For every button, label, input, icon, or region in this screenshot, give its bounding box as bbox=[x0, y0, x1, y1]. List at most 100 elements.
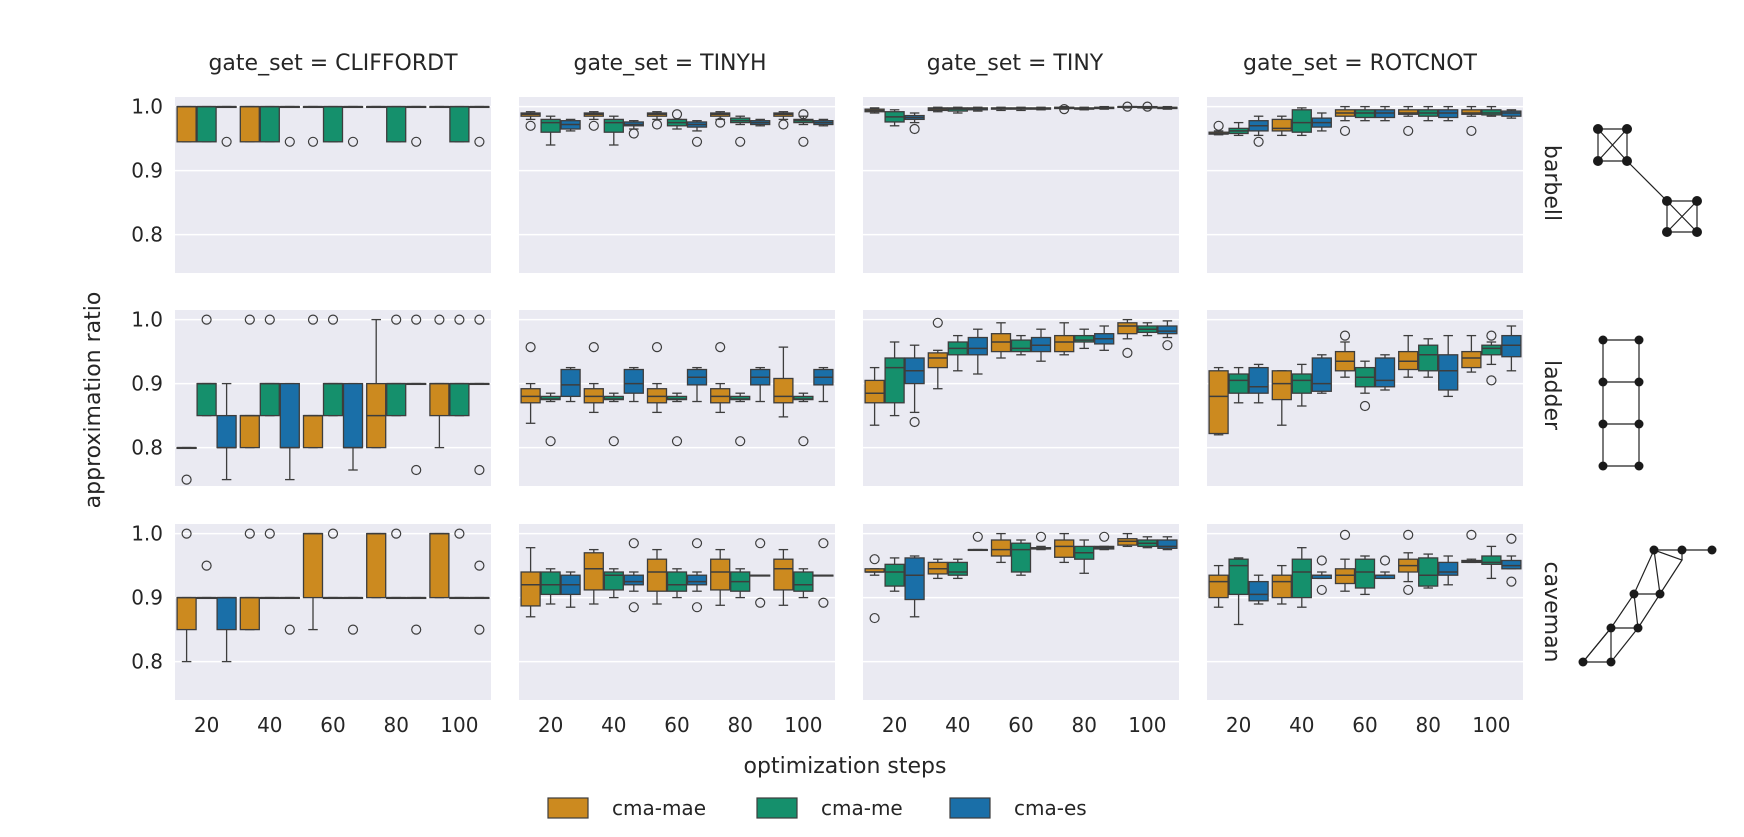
box-iqr bbox=[1117, 322, 1138, 335]
outlier-point bbox=[201, 314, 212, 325]
box-cma-es-80 bbox=[406, 105, 427, 147]
box-iqr bbox=[302, 414, 324, 449]
box-cma-es-20 bbox=[1248, 574, 1269, 605]
box-cma-me-100 bbox=[793, 392, 814, 447]
box-cma-es-100 bbox=[1157, 536, 1178, 551]
box-iqr bbox=[947, 561, 968, 576]
x-tick-label: 80 bbox=[727, 713, 752, 737]
box-iqr bbox=[1157, 325, 1178, 335]
outlier-point bbox=[651, 342, 663, 353]
box-iqr bbox=[560, 368, 581, 398]
x-tick-label: 60 bbox=[664, 713, 689, 737]
outlier-point bbox=[327, 528, 339, 539]
box-cma-me-100 bbox=[1137, 101, 1158, 112]
row-title-caveman: caveman bbox=[1539, 562, 1564, 663]
outlier-point bbox=[1059, 104, 1070, 115]
box-cma-mae-20 bbox=[864, 107, 885, 114]
column-title-cliffordt: gate_set = CLIFFORDT bbox=[208, 51, 458, 76]
outlier-point bbox=[454, 314, 465, 325]
box-iqr bbox=[176, 596, 197, 631]
box-cma-es-80 bbox=[1094, 531, 1115, 551]
y-tick-label: 0.9 bbox=[131, 372, 163, 396]
box-cma-mae-100 bbox=[1461, 105, 1482, 137]
box-cma-mae-60 bbox=[1334, 330, 1356, 378]
outlier-point bbox=[181, 528, 192, 539]
row-title-barbell: barbell bbox=[1539, 145, 1564, 221]
box-iqr bbox=[1054, 334, 1075, 353]
box-cma-es-80 bbox=[1094, 325, 1115, 351]
outlier-point bbox=[1142, 101, 1153, 112]
box-cma-me-20 bbox=[540, 392, 561, 447]
outlier-point bbox=[869, 554, 880, 565]
box-cma-me-40 bbox=[259, 314, 280, 417]
box-cma-es-100 bbox=[813, 366, 834, 403]
outlier-point bbox=[284, 624, 295, 635]
facet-panel-1-2 bbox=[863, 310, 1179, 486]
box-cma-mae-20 bbox=[520, 111, 541, 131]
box-cma-mae-40 bbox=[239, 314, 260, 449]
box-cma-me-100 bbox=[793, 568, 814, 599]
y-tick-label: 1.0 bbox=[131, 308, 163, 332]
box-cma-mae-40 bbox=[927, 106, 948, 113]
box-cma-me-80 bbox=[1074, 106, 1095, 111]
box-iqr bbox=[1074, 334, 1095, 343]
box-cma-mae-100 bbox=[1461, 529, 1482, 564]
box-cma-es-100 bbox=[1501, 533, 1522, 587]
box-iqr bbox=[1010, 339, 1032, 353]
x-tick-label: 20 bbox=[1226, 713, 1251, 737]
box-cma-mae-80 bbox=[1398, 105, 1419, 137]
box-iqr bbox=[1157, 539, 1178, 549]
outlier-point bbox=[972, 531, 983, 542]
outlier-point bbox=[411, 314, 422, 325]
box-cma-es-80 bbox=[406, 314, 427, 476]
box-cma-es-40 bbox=[1311, 112, 1332, 132]
outlier-point bbox=[588, 120, 599, 131]
box-cma-es-40 bbox=[967, 106, 988, 112]
outlier-point bbox=[671, 436, 683, 447]
box-iqr bbox=[884, 357, 905, 404]
box-cma-es-60 bbox=[1374, 555, 1396, 580]
box-cma-me-80 bbox=[730, 392, 751, 447]
box-cma-me-60 bbox=[1010, 334, 1032, 356]
panel-background bbox=[863, 97, 1179, 273]
box-iqr bbox=[1010, 542, 1032, 573]
box-cma-es-40 bbox=[279, 382, 300, 481]
outlier-point bbox=[798, 109, 809, 120]
box-iqr bbox=[216, 414, 237, 449]
box-cma-es-100 bbox=[469, 105, 490, 147]
box-cma-es-20 bbox=[216, 382, 237, 481]
outlier-point bbox=[1316, 584, 1327, 596]
box-cma-me-80 bbox=[1418, 338, 1439, 378]
box-cma-me-80 bbox=[1418, 105, 1439, 122]
x-tick-label: 80 bbox=[383, 713, 408, 737]
box-cma-mae-20 bbox=[176, 528, 197, 663]
facet-panel-1-3 bbox=[1207, 310, 1523, 486]
box-cma-es-20 bbox=[904, 112, 925, 135]
box-iqr bbox=[583, 552, 604, 591]
box-cma-me-80 bbox=[730, 568, 751, 599]
outlier-point bbox=[1316, 555, 1327, 566]
box-iqr bbox=[1461, 350, 1482, 369]
y-tick-label: 1.0 bbox=[131, 522, 163, 546]
outlier-point bbox=[798, 436, 809, 447]
box-cma-me-20 bbox=[1228, 366, 1249, 404]
box-cma-mae-60 bbox=[990, 532, 1012, 564]
outlier-point bbox=[1339, 330, 1351, 341]
box-iqr bbox=[1438, 561, 1459, 576]
box-cma-mae-40 bbox=[239, 105, 260, 143]
outlier-point bbox=[755, 538, 766, 549]
box-cma-es-40 bbox=[623, 538, 644, 613]
x-tick-label: 60 bbox=[1352, 713, 1377, 737]
box-iqr bbox=[342, 382, 364, 449]
y-tick-label: 0.9 bbox=[131, 586, 163, 610]
box-cma-mae-20 bbox=[1208, 564, 1229, 608]
box-iqr bbox=[646, 558, 668, 592]
panel-background bbox=[1207, 310, 1523, 486]
box-cma-me-40 bbox=[603, 568, 624, 599]
facet-panel-2-1: 20 40 60 80 100 bbox=[519, 524, 835, 737]
box-iqr bbox=[386, 382, 407, 417]
legend-swatch-cma-me bbox=[756, 797, 798, 819]
box-cma-mae-80 bbox=[366, 105, 387, 109]
box-cma-es-20 bbox=[904, 344, 925, 428]
box-cma-me-100 bbox=[449, 528, 470, 600]
